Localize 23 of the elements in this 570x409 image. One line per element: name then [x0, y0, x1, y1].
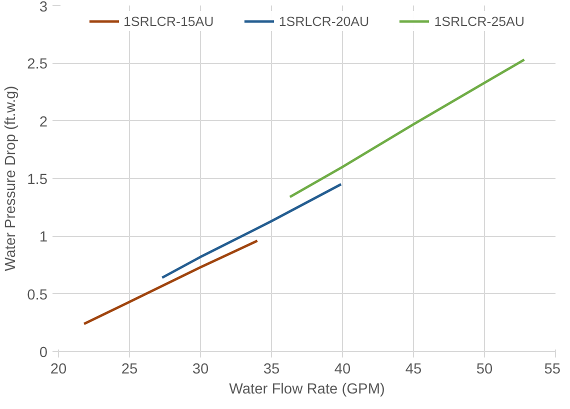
y-tick-label: 1.5	[27, 172, 48, 188]
y-tick-label: 0	[39, 345, 48, 361]
y-tick-label: 2.5	[27, 56, 48, 73]
x-tick-label: 25	[121, 362, 138, 378]
x-tick-label: 35	[263, 362, 280, 378]
line-series	[288, 58, 526, 198]
legend-label: 1SRLCR-15AU	[123, 14, 214, 28]
x-tick-label: 30	[192, 362, 209, 378]
y-tick-label: 2	[39, 114, 48, 130]
legend-label: 1SRLCR-20AU	[278, 14, 370, 28]
line-series	[82, 240, 259, 326]
x-axis-title: Water Flow Rate (GPM)	[229, 382, 385, 398]
y-axis-title: Water Pressure Drop (ft.w.g)	[3, 86, 20, 272]
x-tick-label: 45	[405, 362, 422, 378]
x-tick-label: 55	[544, 362, 561, 378]
line-series	[160, 183, 342, 279]
x-tick-label: 20	[50, 362, 67, 378]
y-tick-label: 0.5	[27, 287, 48, 304]
legend-label: 1SRLCR-25AU	[434, 14, 525, 28]
x-tick-label: 50	[476, 362, 493, 378]
x-tick-label: 40	[334, 362, 351, 378]
y-tick-label: 1	[39, 230, 48, 246]
y-tick-label: 3	[39, 0, 48, 16]
